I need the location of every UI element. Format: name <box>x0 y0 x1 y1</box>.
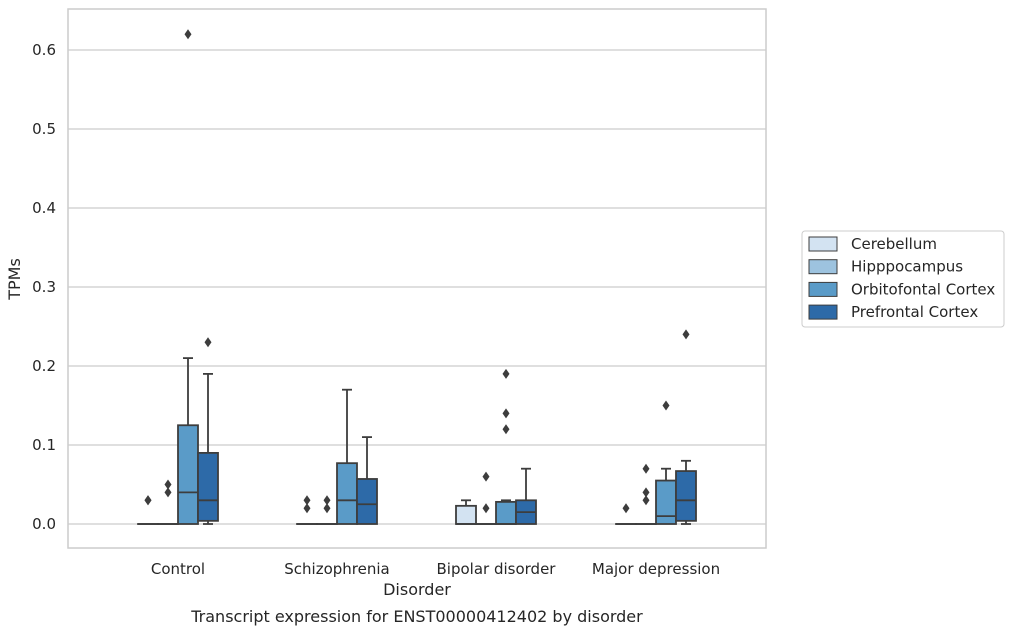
outlier-point <box>682 329 690 340</box>
outlier-point <box>303 503 311 514</box>
legend-swatch <box>808 281 838 297</box>
y-axis-title: TPMs <box>5 258 24 301</box>
y-tick-label: 0.5 <box>32 120 56 138</box>
box-orbitofontal-cortex-major-depression <box>655 400 677 525</box>
box-body <box>495 500 517 525</box>
x-tick-label: Bipolar disorder <box>437 560 557 578</box>
outlier-point <box>502 408 510 419</box>
box-orbitofontal-cortex-schizophrenia <box>336 388 358 525</box>
box-hipppocampus-major-depression <box>635 463 657 525</box>
outlier-point <box>204 337 212 348</box>
box-hipppocampus-schizophrenia <box>316 495 338 525</box>
box-cerebellum-major-depression <box>615 503 637 525</box>
outlier-point <box>642 495 650 506</box>
y-tick-label: 0.2 <box>32 357 56 375</box>
y-tick-label: 0.6 <box>32 41 56 59</box>
outlier-point <box>144 495 152 506</box>
box-prefrontal-cortex-schizophrenia <box>356 436 378 525</box>
x-axis-title: Disorder <box>383 580 451 599</box>
grid-lines <box>68 49 766 525</box>
box-groups <box>137 29 697 525</box>
legend: Cerebellum Hipppocampus Orbitofontal Corte… <box>801 230 1005 328</box>
box-body <box>356 478 378 525</box>
box-cerebellum-control <box>137 495 159 525</box>
box-orbitofontal-cortex-control <box>177 29 199 525</box>
y-tick-label: 0.3 <box>32 278 56 296</box>
box-body <box>655 479 677 525</box>
x-axis-ticks: Control Schizophrenia Bipolar disorder Majo… <box>151 560 720 578</box>
x-tick-label: Major depression <box>592 560 720 578</box>
legend-label: Prefrontal Cortex <box>851 303 978 321</box>
box-prefrontal-cortex-major-depression <box>675 329 697 525</box>
y-tick-label: 0.0 <box>32 515 56 533</box>
outlier-point <box>642 487 650 498</box>
x-tick-label: Schizophrenia <box>284 560 389 578</box>
outlier-point <box>662 400 670 411</box>
outlier-point <box>184 29 192 40</box>
legend-swatch <box>808 259 838 275</box>
legend-frame <box>801 230 1005 328</box>
y-axis-ticks: 0.0 0.1 0.2 0.3 0.4 0.5 0.6 <box>32 41 56 533</box>
legend-swatch <box>808 236 838 252</box>
legend-label: Orbitofontal Cortex <box>851 280 995 298</box>
legend-label: Cerebellum <box>851 235 937 253</box>
y-tick-label: 0.1 <box>32 436 56 454</box>
outlier-point <box>164 479 172 490</box>
box-orbitofontal-cortex-bipolar-disorder <box>495 368 517 525</box>
outlier-point <box>502 368 510 379</box>
box-prefrontal-cortex-bipolar-disorder <box>515 467 537 525</box>
y-tick-label: 0.4 <box>32 199 56 217</box>
outlier-point <box>502 424 510 435</box>
plot-area-frame <box>67 8 767 549</box>
outlier-point <box>323 495 331 506</box>
box-prefrontal-cortex-control <box>197 337 219 525</box>
legend-swatch <box>808 304 838 320</box>
chart-title: Transcript expression for ENST0000041240… <box>190 607 643 626</box>
outlier-point <box>164 487 172 498</box>
box-body <box>455 504 477 525</box>
box-cerebellum-bipolar-disorder <box>455 499 477 525</box>
box-body <box>336 462 358 525</box>
box-hipppocampus-bipolar-disorder <box>475 471 497 525</box>
box-body <box>197 451 219 522</box>
outlier-point <box>482 471 490 482</box>
outlier-point <box>303 495 311 506</box>
box-hipppocampus-control <box>157 479 179 525</box>
box-body <box>675 470 697 522</box>
outlier-point <box>482 503 490 514</box>
outlier-point <box>323 503 331 514</box>
box-body <box>177 424 199 525</box>
box-cerebellum-schizophrenia <box>296 495 318 525</box>
x-tick-label: Control <box>151 560 205 578</box>
outlier-point <box>642 463 650 474</box>
outlier-point <box>622 503 630 514</box>
legend-label: Hipppocampus <box>851 258 963 276</box>
